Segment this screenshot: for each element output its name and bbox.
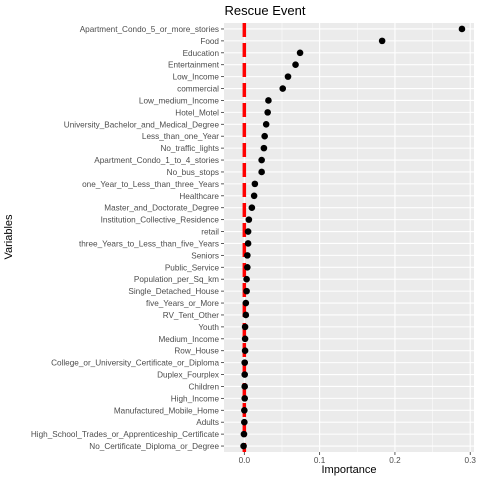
- data-point: [244, 240, 252, 247]
- data-point: [244, 252, 251, 259]
- y-tick-label: No_Certificate_Diploma_or_Degree: [89, 442, 219, 451]
- y-axis-title: Variables: [3, 214, 15, 260]
- y-tick-label: Children: [189, 382, 220, 391]
- data-point: [241, 406, 248, 414]
- data-point: [292, 61, 299, 69]
- data-point: [244, 228, 252, 235]
- y-tick-label: College_or_University_Certificate_or_Dip…: [51, 359, 219, 368]
- y-tick-label: one_Year_to_Less_than_three_Years: [82, 180, 219, 189]
- x-tick-label: 0.0: [239, 456, 251, 465]
- y-tick-label: Low_medium_Income: [139, 96, 220, 105]
- data-point: [241, 395, 249, 402]
- data-point: [264, 109, 271, 116]
- y-tick-label: Food: [200, 37, 219, 46]
- data-point: [251, 180, 259, 188]
- data-point: [241, 371, 249, 378]
- y-tick-label: Adults: [196, 418, 219, 427]
- data-point: [241, 323, 249, 331]
- data-point: [250, 192, 258, 200]
- data-point: [244, 263, 251, 271]
- y-tick-label: Duplex_Fourplex: [157, 371, 219, 380]
- y-tick-label: Entertainment: [168, 61, 220, 70]
- y-tick-label: Institution_Collective_Residence: [101, 216, 220, 225]
- y-tick-label: High_Income: [171, 394, 220, 403]
- y-tick-label: Healthcare: [179, 192, 219, 201]
- data-point: [258, 156, 265, 164]
- data-point: [242, 299, 250, 307]
- data-point: [241, 418, 248, 426]
- data-point: [458, 25, 466, 33]
- y-axis-ticks: Apartment_Condo_5_or_more_stories Food Edu…: [31, 25, 224, 451]
- x-axis-title: Importance: [321, 464, 376, 476]
- y-tick-label: Education: [183, 49, 220, 58]
- y-tick-label: Medium_Income: [158, 335, 219, 344]
- data-point: [241, 347, 249, 355]
- y-tick-label: Row_House: [174, 347, 219, 356]
- data-point: [241, 335, 249, 343]
- x-tick-label: 0.3: [465, 456, 477, 465]
- data-points: [240, 25, 466, 450]
- chart-title: Rescue Event: [225, 3, 306, 18]
- data-point: [279, 85, 287, 92]
- data-point: [242, 311, 250, 319]
- y-tick-label: Master_and_Doctorate_Degree: [104, 204, 219, 213]
- y-tick-label: Population_per_Sq_km: [134, 275, 219, 284]
- y-tick-label: No_bus_stops: [167, 168, 219, 177]
- y-tick-label: Less_than_one_Year: [142, 132, 219, 141]
- data-point: [262, 120, 270, 128]
- data-point: [241, 359, 249, 366]
- data-point: [241, 383, 249, 390]
- y-tick-label: Hotel_Motel: [175, 108, 219, 117]
- x-tick-label: 0.2: [389, 456, 401, 465]
- data-point: [265, 97, 272, 104]
- grid-lines: [224, 23, 474, 452]
- data-point: [248, 204, 256, 212]
- y-tick-label: commercial: [177, 85, 219, 94]
- data-point: [378, 37, 386, 45]
- data-point: [240, 442, 247, 450]
- data-point: [284, 73, 292, 80]
- data-point: [261, 132, 268, 140]
- y-tick-label: three_Years_to_Less_than_five_Years: [79, 239, 219, 248]
- data-point: [243, 287, 250, 295]
- y-tick-label: Manufactured_Mobile_Home: [114, 406, 220, 415]
- data-point: [240, 430, 248, 438]
- y-tick-label: Apartment_Condo_5_or_more_stories: [80, 25, 219, 34]
- y-tick-label: five_Years_or_More: [146, 299, 219, 308]
- x-tick-label: 0.1: [314, 456, 326, 465]
- y-tick-label: High_School_Trades_or_Apprenticeship_Cer…: [31, 430, 220, 439]
- data-point: [243, 275, 250, 283]
- data-point: [260, 144, 268, 152]
- data-point: [296, 49, 304, 57]
- y-tick-label: Youth: [198, 323, 219, 332]
- y-tick-label: retail: [201, 228, 219, 237]
- y-tick-label: University_Bachelor_and_Medical_Degree: [64, 120, 220, 129]
- data-point: [245, 216, 253, 223]
- y-tick-label: Seniors: [191, 251, 219, 260]
- y-tick-label: No_traffic_lights: [160, 144, 219, 153]
- x-axis-ticks: 0.0 0.1 0.2 0.3: [239, 452, 477, 465]
- y-tick-label: Low_Income: [173, 73, 220, 82]
- y-tick-label: Public_Service: [165, 263, 220, 272]
- y-tick-label: RV_Tent_Other: [163, 311, 220, 320]
- plot-panel: [224, 23, 474, 452]
- data-point: [258, 168, 265, 176]
- y-tick-label: Single_Detached_House: [128, 287, 219, 296]
- y-tick-label: Apartment_Condo_1_to_4_stories: [94, 156, 219, 165]
